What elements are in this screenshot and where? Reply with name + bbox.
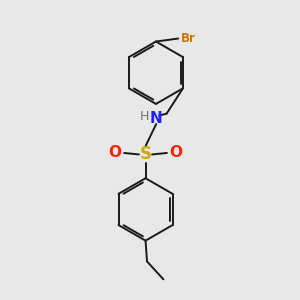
- Text: Br: Br: [181, 32, 196, 45]
- Text: O: O: [109, 146, 122, 160]
- Text: N: N: [150, 110, 163, 125]
- Text: H: H: [140, 110, 150, 123]
- Text: O: O: [169, 146, 182, 160]
- Text: S: S: [140, 146, 152, 164]
